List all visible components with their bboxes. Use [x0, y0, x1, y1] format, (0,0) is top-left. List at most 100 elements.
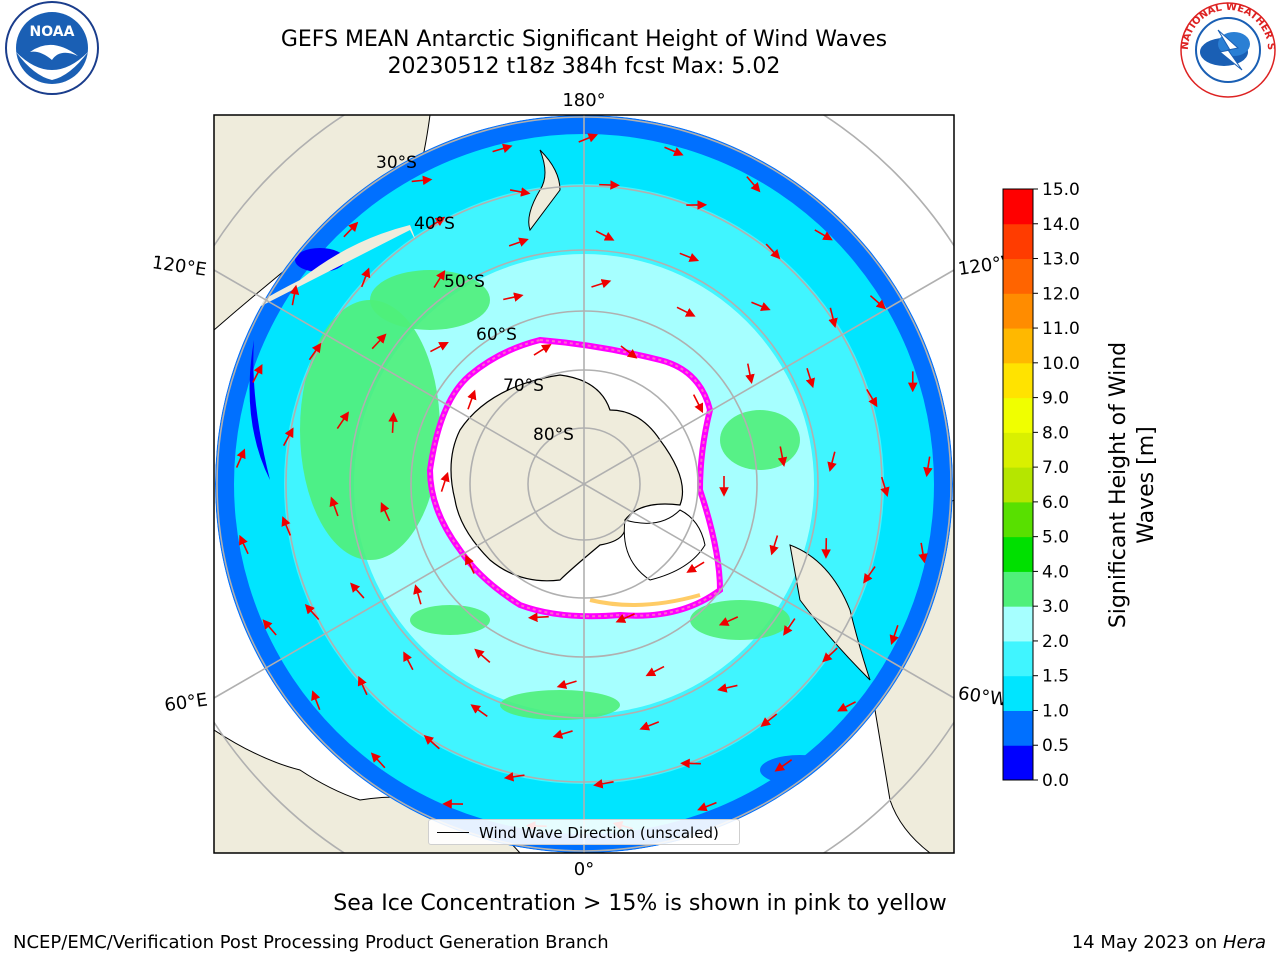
wind-arrow	[281, 516, 292, 536]
wind-arrow	[336, 411, 350, 429]
colorbar-bin	[1003, 328, 1033, 364]
footer-host: Hera	[1222, 932, 1266, 953]
wind-arrow	[769, 535, 779, 556]
colorbar-label-line1: Significant Height of Wind	[1106, 342, 1131, 628]
lat-label-70s: 70°S	[503, 376, 544, 396]
wind-arrow	[866, 388, 878, 408]
wind-arrow	[923, 456, 933, 478]
wind-arrow	[552, 729, 573, 739]
wind-arrow	[508, 237, 529, 247]
wind-arrow	[433, 269, 446, 288]
wind-arrow	[467, 389, 477, 410]
wind-arrow	[837, 701, 856, 712]
nws-logo: NATIONAL WEATHER SERVICE	[1176, 0, 1276, 98]
wind-arrow	[413, 584, 423, 605]
lat-label-40s: 40°S	[414, 214, 455, 234]
map-frame	[213, 114, 955, 854]
wind-arrow	[357, 675, 368, 696]
graticule	[213, 115, 955, 853]
colorbar-tick-label: 1.5	[1042, 667, 1069, 687]
colorbar-label: Significant Height of Wind Waves [m]	[1103, 335, 1159, 635]
noaa-logo: NOAA	[5, 1, 99, 95]
colorbar-bin	[1003, 189, 1033, 225]
wind-arrow	[645, 665, 665, 677]
wind-arrow	[380, 502, 391, 522]
colorbar-bin	[1003, 536, 1033, 572]
wind-arrow	[509, 187, 531, 197]
wind-arrow	[869, 295, 887, 310]
wind-arrow	[388, 412, 398, 433]
wind-arrow	[593, 779, 614, 789]
colorbar-bin	[1003, 640, 1033, 677]
footer-date: 14 May 2023 on Hera	[1072, 932, 1266, 954]
wind-arrow	[751, 301, 771, 311]
wind-arrow	[814, 229, 833, 241]
wind-arrow	[533, 344, 552, 356]
colorbar-bin	[1003, 467, 1033, 503]
colorbar-tick-label: 9.0	[1042, 389, 1069, 409]
wind-arrow	[686, 561, 705, 573]
wind-arrow	[692, 394, 704, 414]
lon-label-120e: 120°E	[151, 252, 208, 280]
colorbar-tick-label: 12.0	[1042, 284, 1080, 304]
wind-arrow	[664, 146, 684, 157]
wind-arrow	[470, 704, 488, 718]
wind-arrow	[235, 448, 246, 468]
colorbar-bin	[1003, 223, 1033, 260]
wind-arrow	[311, 690, 321, 711]
colorbar-tick-label: 10.0	[1042, 354, 1080, 374]
colorbar-label-line2: Waves [m]	[1134, 426, 1159, 543]
legend-line-swatch	[437, 832, 469, 833]
footer-date-text: 14 May 2023 on	[1071, 932, 1223, 953]
noaa-logo-text: NOAA	[30, 24, 75, 40]
lat-label-80s: 80°S	[533, 425, 574, 445]
wind-arrow	[783, 618, 796, 636]
colorbar-tick-label: 3.0	[1042, 597, 1069, 617]
wind-arrow	[427, 216, 446, 229]
chart-title: GEFS MEAN Antarctic Significant Height o…	[280, 27, 888, 52]
lon-label-60w: 60°W	[957, 683, 1009, 711]
wind-arrow	[765, 243, 781, 260]
colorbar-tick-label: 8.0	[1042, 423, 1069, 443]
colorbar-bin	[1003, 397, 1033, 433]
colorbar-tick-label: 0.5	[1042, 736, 1069, 756]
wind-arrow	[827, 451, 837, 472]
lat-label-60s: 60°S	[476, 325, 517, 345]
wind-arrow	[527, 612, 549, 623]
colorbar-bin	[1003, 675, 1033, 711]
colorbar-tick-label: 1.0	[1042, 701, 1069, 721]
wind-arrow	[615, 613, 635, 623]
wind-arrow	[350, 582, 365, 599]
wind-arrow	[371, 333, 387, 350]
lon-label-180: 180°	[562, 90, 605, 111]
colorbar-bin	[1003, 258, 1033, 294]
chart-subtitle: 20230512 t18z 384h fcst Max: 5.02	[387, 54, 781, 79]
colorbar-bin	[1003, 710, 1033, 746]
wind-arrow	[717, 683, 738, 693]
wind-arrow	[343, 221, 359, 238]
wind-arrow	[745, 363, 755, 385]
colorbar-bin	[1003, 745, 1033, 781]
footer-credit: NCEP/EMC/Verification Post Processing Pr…	[13, 932, 609, 953]
lon-label-60e: 60°E	[163, 689, 209, 716]
lon-label-0: 0°	[574, 859, 594, 880]
wind-arrow	[828, 307, 838, 329]
legend-label: Wind Wave Direction (unscaled)	[479, 824, 719, 842]
wind-arrow	[282, 427, 294, 446]
wind-arrows	[235, 133, 933, 831]
colorbar-tick-label: 11.0	[1042, 319, 1080, 339]
colorbar-tick-label: 0.0	[1042, 771, 1069, 791]
wind-arrow	[239, 534, 249, 555]
wind-arrow	[556, 679, 577, 689]
colorbar-bin	[1003, 432, 1033, 468]
wind-arrow	[746, 176, 761, 193]
wind-arrow	[777, 446, 788, 467]
wind-arrow	[697, 801, 717, 812]
wind-arrow	[289, 284, 300, 306]
colorbar-tick-label: 14.0	[1042, 215, 1080, 235]
wind-arrow	[403, 651, 414, 671]
wind-arrow	[620, 345, 638, 359]
wind-arrow	[308, 342, 322, 361]
colorbar-tick-label: 15.0	[1042, 180, 1080, 200]
